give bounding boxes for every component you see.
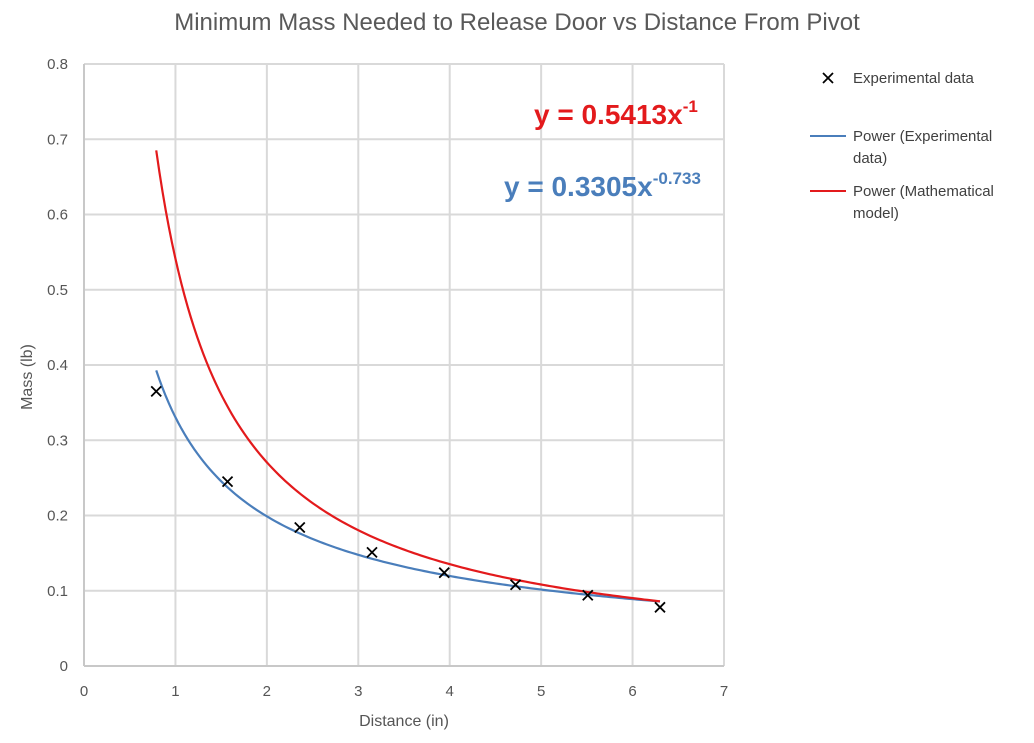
y-tick-label: 0: [60, 658, 68, 675]
x-tick-label: 3: [354, 683, 362, 700]
legend-label-line: model): [853, 205, 899, 222]
data-point-stroke: [654, 601, 666, 613]
y-tick-label: 0.7: [47, 131, 68, 148]
y-tick-label: 0.2: [47, 508, 68, 525]
x-tick-labels: 0 1 2 3 4 5 6 7: [80, 683, 728, 700]
data-point-stroke: [366, 546, 378, 559]
x-tick-label: 6: [628, 683, 636, 700]
data-point: [654, 601, 666, 613]
legend: Experimental data Power (Experimental data…: [810, 70, 994, 222]
x-tick-label: 5: [537, 683, 545, 700]
equation-annotations: y = 0.5413x-1 y = 0.3305x-0.733: [504, 97, 701, 202]
legend-marker-experimental: [822, 72, 834, 84]
data-point: [509, 579, 522, 591]
x-tick-label: 7: [720, 683, 728, 700]
data-point: [221, 476, 234, 488]
data-point-stroke: [221, 476, 234, 488]
y-axis-title: Mass (lb): [19, 344, 36, 410]
x-tick-label: 4: [446, 683, 454, 700]
equation-exponent: -0.733: [653, 169, 701, 188]
data-point-stroke: [294, 521, 306, 534]
trendline-power-mathematical-model: [155, 150, 661, 603]
legend-label-line: Power (Mathematical: [853, 183, 994, 200]
data-point: [582, 589, 594, 601]
legend-label: Experimental data: [853, 70, 975, 87]
data-point: [294, 521, 306, 534]
y-tick-label: 0.3: [47, 432, 68, 449]
axes: [83, 64, 724, 667]
data-point-stroke: [509, 579, 522, 591]
x-axis-title: Distance (in): [359, 713, 449, 730]
equation-exponent: -1: [683, 97, 698, 116]
data-point-stroke: [438, 567, 450, 579]
data-point: [438, 567, 450, 579]
y-tick-label: 0.8: [47, 56, 68, 73]
data-point-stroke: [150, 385, 162, 397]
y-tick-labels: 0 0.1 0.2 0.3 0.4 0.5 0.6 0.7 0.8: [47, 56, 68, 675]
legend-label-line: data): [853, 150, 887, 167]
chart-title: Minimum Mass Needed to Release Door vs D…: [174, 9, 860, 36]
grid: [84, 63, 725, 666]
equation-annotation: y = 0.5413x-1: [534, 97, 698, 130]
equation-annotation: y = 0.3305x-0.733: [504, 169, 701, 202]
legend-label: Power (Mathematical model): [853, 183, 994, 222]
equation-base: y = 0.5413x: [534, 99, 683, 130]
data-point: [366, 546, 378, 559]
data-point-stroke: [582, 589, 594, 601]
series-layer: [150, 150, 666, 613]
y-tick-label: 0.6: [47, 207, 68, 224]
trendline-power-experimental-data: [155, 370, 661, 603]
x-tick-label: 1: [171, 683, 179, 700]
legend-marker-stroke: [822, 72, 834, 84]
y-tick-label: 0.4: [47, 357, 68, 374]
y-tick-label: 0.1: [47, 583, 68, 600]
data-point: [150, 385, 162, 397]
y-tick-label: 0.5: [47, 282, 68, 299]
legend-label: Power (Experimental data): [853, 128, 992, 167]
x-tick-label: 0: [80, 683, 88, 700]
legend-label-line: Power (Experimental: [853, 128, 992, 145]
x-tick-label: 2: [263, 683, 271, 700]
equation-base: y = 0.3305x: [504, 171, 653, 202]
